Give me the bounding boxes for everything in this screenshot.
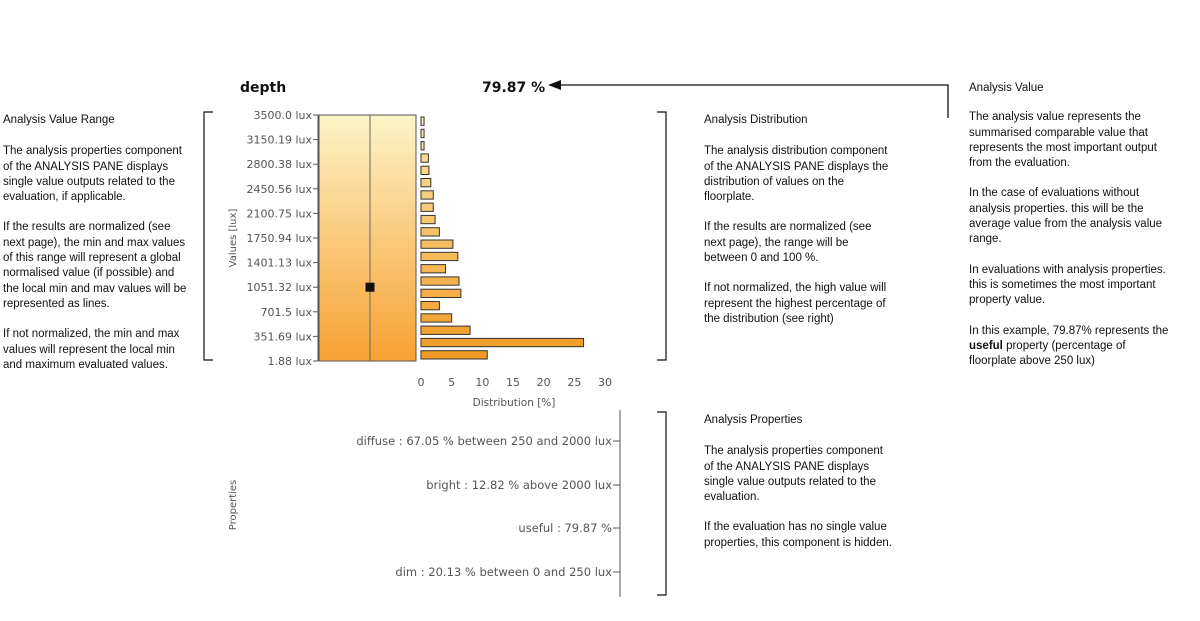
y-tick-label: 2800.38 lux bbox=[246, 158, 312, 171]
value-note-title: Analysis Value bbox=[969, 82, 1044, 94]
distribution-bar bbox=[420, 141, 425, 151]
y-tick-label: 1.88 lux bbox=[267, 355, 312, 368]
range-note-p3: If not normalized, the min and max value… bbox=[3, 328, 180, 371]
property-label: bright : 12.82 % above 2000 lux bbox=[426, 478, 612, 492]
x-tick-label: 5 bbox=[448, 376, 455, 389]
value-arrow bbox=[548, 80, 949, 118]
range-value-marker bbox=[365, 282, 375, 292]
distribution-bar bbox=[420, 239, 454, 249]
y-tick-label: 351.69 lux bbox=[253, 330, 312, 343]
x-tick-label: 15 bbox=[506, 376, 520, 389]
property-label: useful : 79.87 % bbox=[518, 521, 612, 535]
distribution-bar bbox=[420, 153, 429, 163]
distribution-note-p2: If the results are normalized (see next … bbox=[704, 221, 872, 265]
distribution-bar bbox=[420, 325, 471, 335]
properties-note-p1: The analysis properties component of the… bbox=[704, 445, 883, 504]
y-tick-label: 1401.13 lux bbox=[246, 257, 312, 270]
value-range-gradient bbox=[318, 114, 417, 362]
distribution-bar bbox=[420, 276, 460, 286]
properties-list: diffuse : 67.05 % between 250 and 2000 l… bbox=[356, 434, 620, 579]
distribution-bar bbox=[420, 202, 434, 212]
distribution-bracket bbox=[657, 111, 667, 361]
y-tick-label: 1750.94 lux bbox=[246, 232, 312, 245]
metric-title: depth bbox=[240, 80, 286, 96]
range-bracket bbox=[203, 111, 213, 361]
properties-bracket bbox=[657, 411, 667, 596]
distribution-bars bbox=[420, 116, 585, 360]
x-ticks: 0 5 10 15 20 25 30 bbox=[418, 376, 613, 389]
x-tick-label: 30 bbox=[598, 376, 612, 389]
properties-note-p2: If the evaluation has no single value pr… bbox=[704, 521, 892, 549]
y-tick-label: 2100.75 lux bbox=[246, 207, 312, 220]
distribution-bar bbox=[420, 178, 432, 188]
property-label: dim : 20.13 % between 0 and 250 lux bbox=[395, 565, 612, 579]
distribution-bar bbox=[420, 313, 453, 323]
x-tick-label: 0 bbox=[418, 376, 425, 389]
y-tick-label: 3500.0 lux bbox=[253, 109, 312, 122]
property-label: diffuse : 67.05 % between 250 and 2000 l… bbox=[356, 434, 612, 448]
distribution-bar bbox=[420, 128, 425, 139]
y-tick-label: 701.5 lux bbox=[260, 306, 312, 319]
x-tick-label: 20 bbox=[537, 376, 551, 389]
distribution-bar bbox=[420, 116, 425, 126]
distribution-note-p3: If not normalized, the high value will r… bbox=[704, 282, 887, 325]
analysis-properties-note: Analysis Properties The analysis propert… bbox=[704, 413, 894, 566]
distribution-bar bbox=[420, 190, 434, 200]
distribution-bar bbox=[420, 350, 488, 360]
distribution-bar bbox=[420, 227, 440, 237]
properties-note-title: Analysis Properties bbox=[704, 414, 803, 426]
distribution-note-p1: The analysis distribution component of t… bbox=[704, 145, 889, 204]
distribution-bar bbox=[420, 264, 447, 274]
y-axis-label: Values [lux] bbox=[228, 209, 239, 268]
value-note-p4: In this example, 79.87% represents the u… bbox=[969, 324, 1169, 368]
value-note-p2: In the case of evaluations without analy… bbox=[969, 187, 1163, 246]
distribution-bar bbox=[420, 251, 459, 262]
analysis-value-note: Analysis Value The analysis value repres… bbox=[969, 81, 1169, 384]
x-tick-label: 25 bbox=[567, 376, 581, 389]
value-note-p1: The analysis value represents the summar… bbox=[969, 111, 1157, 170]
distribution-bar bbox=[420, 337, 585, 348]
range-note-p1: The analysis properties component of the… bbox=[3, 145, 182, 204]
y-tick-label: 3150.19 lux bbox=[246, 134, 312, 147]
x-tick-label: 10 bbox=[475, 376, 489, 389]
analysis-value-range-note: Analysis Value Range The analysis proper… bbox=[3, 113, 188, 388]
y-tick-label: 2450.56 lux bbox=[246, 183, 312, 196]
analysis-distribution-note: Analysis Distribution The analysis distr… bbox=[704, 113, 894, 342]
distribution-bar bbox=[420, 165, 430, 175]
distribution-bar bbox=[420, 288, 462, 299]
y-ticks: 3500.0 lux 3150.19 lux 2800.38 lux 2450.56 … bbox=[246, 109, 319, 368]
range-note-title: Analysis Value Range bbox=[3, 114, 115, 126]
value-note-p3: In evaluations with analysis properties.… bbox=[969, 263, 1166, 307]
distribution-note-title: Analysis Distribution bbox=[704, 114, 808, 126]
useful-emphasis: useful bbox=[969, 339, 1003, 352]
distribution-bar bbox=[420, 214, 436, 225]
distribution-bar bbox=[420, 301, 440, 311]
x-axis-label: Distribution [%] bbox=[473, 397, 556, 409]
properties-label: Properties bbox=[228, 480, 239, 531]
analysis-value: 79.87 % bbox=[482, 80, 545, 96]
y-tick-label: 1051.32 lux bbox=[246, 281, 312, 294]
range-note-p2: If the results are normalized (see next … bbox=[3, 221, 187, 310]
